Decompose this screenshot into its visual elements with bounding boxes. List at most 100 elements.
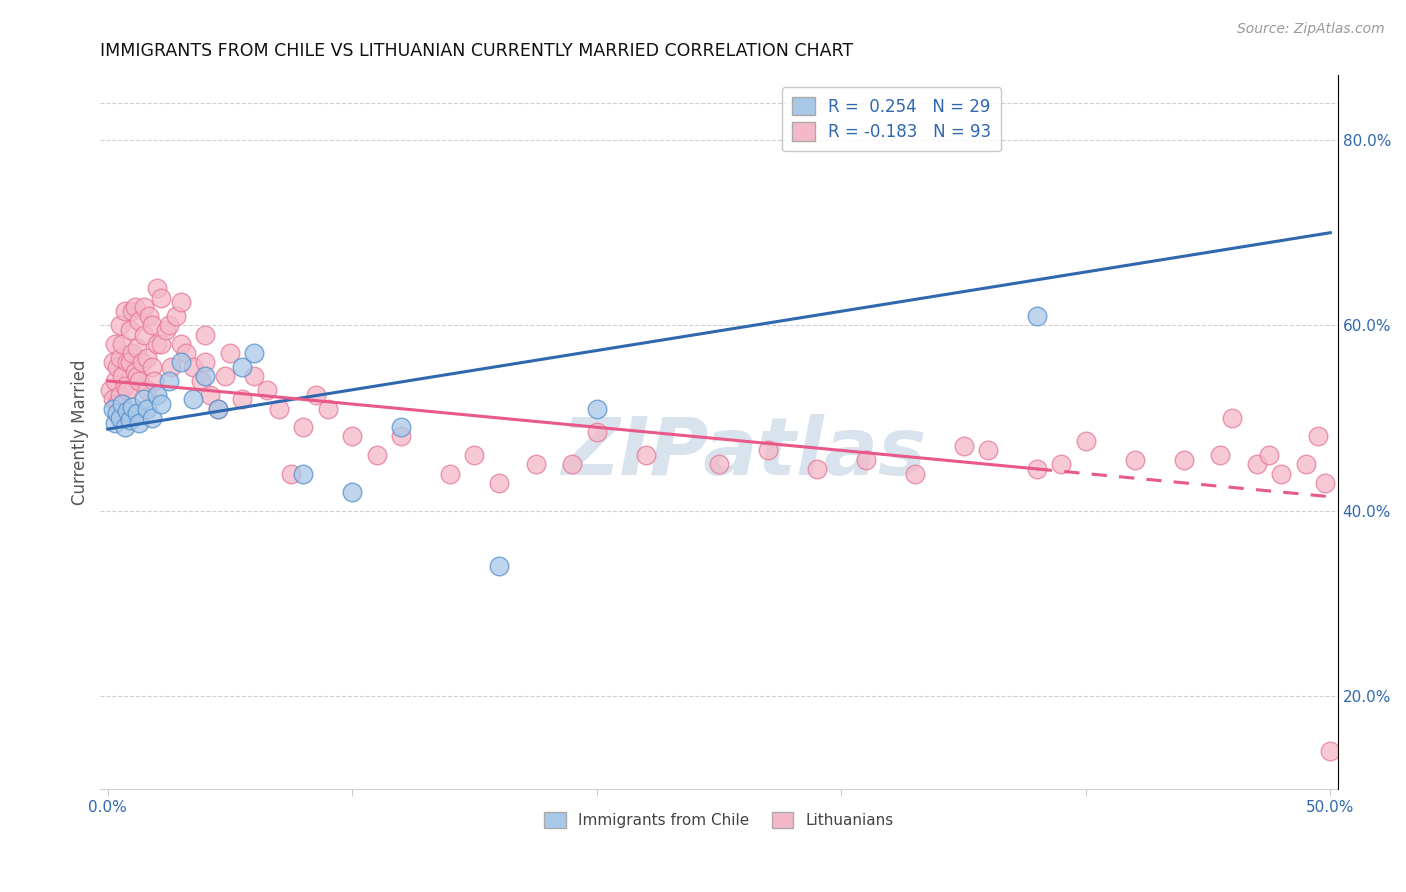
Point — [1025, 462, 1047, 476]
Point — [141, 411, 163, 425]
Point — [170, 336, 193, 351]
Point — [524, 458, 547, 472]
Point — [904, 467, 927, 481]
Point — [231, 359, 253, 374]
Point — [143, 374, 166, 388]
Point — [160, 359, 183, 374]
Point — [1209, 448, 1232, 462]
Point — [134, 300, 156, 314]
Point — [114, 420, 136, 434]
Point — [214, 369, 236, 384]
Point — [104, 374, 127, 388]
Point — [1319, 744, 1341, 758]
Point — [111, 336, 134, 351]
Point — [243, 346, 266, 360]
Point — [488, 559, 510, 574]
Point — [128, 374, 150, 388]
Point — [150, 291, 173, 305]
Point — [1246, 458, 1268, 472]
Point — [190, 374, 212, 388]
Point — [243, 369, 266, 384]
Point — [194, 369, 217, 384]
Point — [952, 439, 974, 453]
Point — [114, 378, 136, 392]
Point — [101, 392, 124, 407]
Point — [135, 401, 157, 416]
Point — [174, 346, 197, 360]
Point — [121, 304, 143, 318]
Point — [806, 462, 828, 476]
Point — [104, 416, 127, 430]
Point — [634, 448, 657, 462]
Point — [1222, 411, 1244, 425]
Point — [118, 413, 141, 427]
Point — [98, 383, 121, 397]
Point — [207, 401, 229, 416]
Point — [125, 342, 148, 356]
Point — [155, 323, 177, 337]
Point — [292, 420, 315, 434]
Point — [561, 458, 583, 472]
Point — [121, 400, 143, 414]
Point — [128, 416, 150, 430]
Point — [585, 401, 607, 416]
Point — [181, 392, 204, 407]
Point — [488, 475, 510, 490]
Point — [108, 318, 131, 333]
Point — [118, 323, 141, 337]
Point — [1258, 448, 1281, 462]
Point — [181, 359, 204, 374]
Point — [101, 401, 124, 416]
Point — [1074, 434, 1097, 449]
Point — [756, 443, 779, 458]
Point — [145, 388, 167, 402]
Point — [1315, 475, 1337, 490]
Point — [138, 309, 160, 323]
Point — [107, 397, 129, 411]
Point — [1025, 309, 1047, 323]
Point — [118, 355, 141, 369]
Point — [1306, 429, 1329, 443]
Point — [134, 327, 156, 342]
Point — [157, 374, 180, 388]
Point — [304, 388, 326, 402]
Y-axis label: Currently Married: Currently Married — [72, 359, 89, 505]
Point — [292, 467, 315, 481]
Point — [585, 425, 607, 439]
Point — [170, 355, 193, 369]
Point — [101, 355, 124, 369]
Point — [117, 403, 139, 417]
Point — [707, 458, 730, 472]
Point — [165, 309, 187, 323]
Point — [108, 411, 131, 425]
Point — [150, 336, 173, 351]
Point — [117, 383, 139, 397]
Point — [977, 443, 1000, 458]
Text: IMMIGRANTS FROM CHILE VS LITHUANIAN CURRENTLY MARRIED CORRELATION CHART: IMMIGRANTS FROM CHILE VS LITHUANIAN CURR… — [100, 42, 853, 60]
Point — [107, 359, 129, 374]
Point — [108, 388, 131, 402]
Point — [124, 365, 146, 379]
Point — [389, 420, 412, 434]
Point — [114, 304, 136, 318]
Point — [256, 383, 278, 397]
Point — [194, 327, 217, 342]
Point — [141, 359, 163, 374]
Point — [1123, 452, 1146, 467]
Point — [125, 369, 148, 384]
Point — [463, 448, 485, 462]
Point — [366, 448, 388, 462]
Point — [170, 295, 193, 310]
Point — [145, 336, 167, 351]
Legend: Immigrants from Chile, Lithuanians: Immigrants from Chile, Lithuanians — [538, 805, 900, 834]
Point — [121, 346, 143, 360]
Point — [855, 452, 877, 467]
Point — [219, 346, 242, 360]
Point — [1295, 458, 1317, 472]
Point — [111, 369, 134, 384]
Point — [389, 429, 412, 443]
Point — [107, 406, 129, 420]
Point — [124, 300, 146, 314]
Point — [207, 401, 229, 416]
Point — [194, 355, 217, 369]
